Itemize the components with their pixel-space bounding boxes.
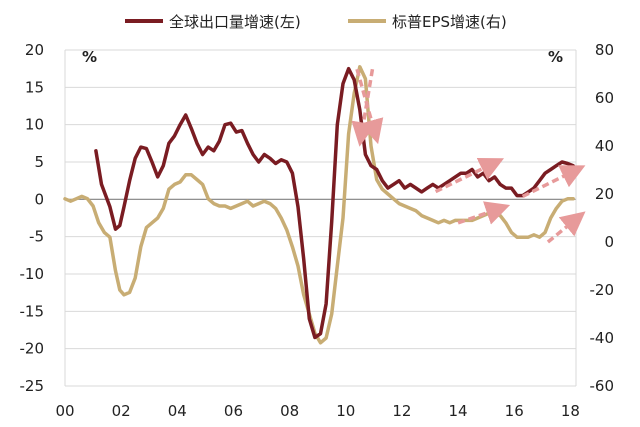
annotation-arrow: [351, 68, 376, 147]
x-tick-label: 12: [392, 402, 411, 420]
y2-tick-label: 80: [595, 41, 614, 59]
y2-tick-label: 60: [595, 89, 614, 107]
x-tick-label: 02: [112, 402, 131, 420]
y-tick-label: -10: [20, 265, 45, 283]
series-line-eps: [63, 65, 575, 345]
y2-tick-label: 20: [595, 185, 614, 203]
left-tick-labels: 20 15 10 5 0 -5 -10 -15 -20 -25: [20, 41, 45, 395]
x-tick-labels: 00 02 04 06 08 10 12 14 16 18: [55, 402, 579, 420]
y-tick-label: -20: [20, 340, 45, 358]
right-tick-labels: 80 60 40 20 0 -20 -40 -60: [590, 41, 615, 395]
y-tick-label: -5: [29, 228, 44, 246]
y2-tick-label: 0: [604, 233, 614, 251]
gridlines: [65, 49, 576, 387]
y2-tick-label: 40: [595, 137, 614, 155]
x-tick-label: 18: [561, 402, 580, 420]
y-tick-label: -25: [20, 377, 45, 395]
right-unit-label: %: [548, 48, 563, 66]
annotation-arrows: [351, 68, 586, 244]
x-tick-label: 10: [336, 402, 355, 420]
y2-tick-label: -60: [590, 377, 615, 395]
x-tick-label: 04: [168, 402, 187, 420]
x-tick-label: 06: [224, 402, 243, 420]
x-tick-label: 00: [55, 402, 74, 420]
x-tick-label: 08: [280, 402, 299, 420]
annotation-arrow: [521, 165, 586, 198]
y2-tick-label: -40: [590, 329, 615, 347]
annotation-arrow: [546, 211, 586, 244]
series-layer: [63, 65, 575, 345]
annotation-arrow: [457, 201, 511, 225]
y2-tick-label: -20: [590, 281, 615, 299]
y-tick-label: 10: [25, 116, 44, 134]
y-tick-label: -15: [20, 302, 45, 320]
legend: 全球出口量增速(左) 标普EPS增速(右): [125, 13, 507, 31]
x-tick-label: 16: [505, 402, 524, 420]
y-tick-label: 0: [34, 190, 44, 208]
legend-label-export: 全球出口量增速(左): [169, 13, 301, 31]
y-tick-label: 20: [25, 41, 44, 59]
left-unit-label: %: [82, 48, 97, 66]
y-tick-label: 5: [34, 153, 44, 171]
x-tick-label: 14: [449, 402, 468, 420]
legend-label-eps: 标普EPS增速(右): [392, 13, 507, 31]
y-tick-label: 15: [25, 78, 44, 96]
